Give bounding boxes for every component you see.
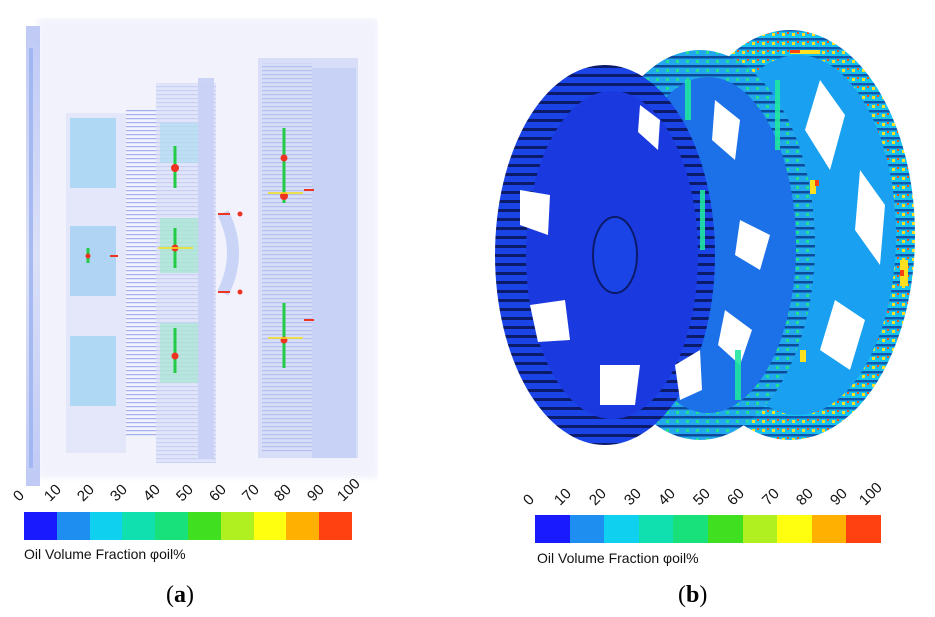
colorbar-title-a: Oil Volume Fraction φoil% xyxy=(24,546,186,562)
colorbar-swatch xyxy=(638,515,674,543)
colorbar-tick: 40 xyxy=(654,485,679,509)
colorbar-swatch xyxy=(569,515,605,543)
colorbar-swatch xyxy=(673,515,709,543)
colorbar-tick: 20 xyxy=(585,485,610,509)
colorbar-tick: 0 xyxy=(519,491,538,509)
colorbar-tick: 10 xyxy=(550,485,575,509)
colorbar-tick: 30 xyxy=(620,485,645,509)
gear-oil-distribution-render xyxy=(495,30,915,445)
colorbar-swatch xyxy=(846,515,882,543)
panel-b: 0 10 20 30 40 50 60 70 80 90 100 Oil Vol… xyxy=(470,0,935,617)
colorbar-swatch xyxy=(253,512,287,540)
panel-a: 0 10 20 30 40 50 60 70 80 90 100 Oil Vol… xyxy=(9,18,378,608)
colorbar-swatch xyxy=(604,515,640,543)
colorbar-swatch xyxy=(777,515,813,543)
panel-label-b: (b) xyxy=(678,582,708,608)
colorbar-swatch xyxy=(155,512,189,540)
colorbar-tick: 60 xyxy=(723,485,748,509)
colorbar-swatch xyxy=(122,512,156,540)
panel-label-a: (a) xyxy=(166,582,194,608)
colorbar-b xyxy=(535,515,882,543)
colorbar-tick: 50 xyxy=(689,485,714,509)
colorbar-a xyxy=(24,512,353,540)
colorbar-swatch xyxy=(24,512,57,540)
colorbar-swatch xyxy=(220,512,254,540)
colorbar-tick: 0 xyxy=(9,487,28,505)
colorbar-swatch xyxy=(56,512,90,540)
colorbar-swatch xyxy=(811,515,847,543)
colorbar-tick: 100 xyxy=(855,479,886,509)
colorbar-swatch xyxy=(319,512,353,540)
colorbar-swatch xyxy=(742,515,778,543)
colorbar-swatch xyxy=(286,512,320,540)
colorbar-swatch xyxy=(89,512,123,540)
transparent-gearbox-render xyxy=(26,18,378,486)
colorbar-swatch xyxy=(535,515,570,543)
colorbar-swatch xyxy=(708,515,743,543)
colorbar-tick: 70 xyxy=(758,485,783,509)
colorbar-tick: 90 xyxy=(826,485,851,509)
colorbar-title-b: Oil Volume Fraction φoil% xyxy=(537,550,699,566)
colorbar-tick: 80 xyxy=(792,485,817,509)
colorbar-swatch xyxy=(188,512,221,540)
